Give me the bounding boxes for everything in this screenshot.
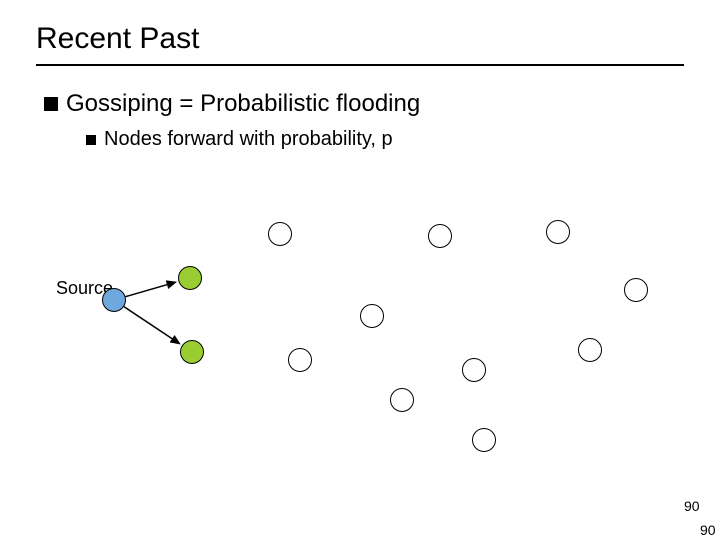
page-number: 90 xyxy=(684,498,700,514)
node-e8 xyxy=(546,220,570,244)
network-diagram xyxy=(0,0,720,540)
node-a2 xyxy=(180,340,204,364)
node-src xyxy=(102,288,126,312)
node-e9 xyxy=(578,338,602,362)
node-e3 xyxy=(360,304,384,328)
node-e1 xyxy=(268,222,292,246)
node-e6 xyxy=(462,358,486,382)
node-e10 xyxy=(624,278,648,302)
node-e2 xyxy=(288,348,312,372)
node-a1 xyxy=(178,266,202,290)
node-e7 xyxy=(472,428,496,452)
node-e4 xyxy=(390,388,414,412)
node-e5 xyxy=(428,224,452,248)
page-number: 90 xyxy=(700,522,716,538)
